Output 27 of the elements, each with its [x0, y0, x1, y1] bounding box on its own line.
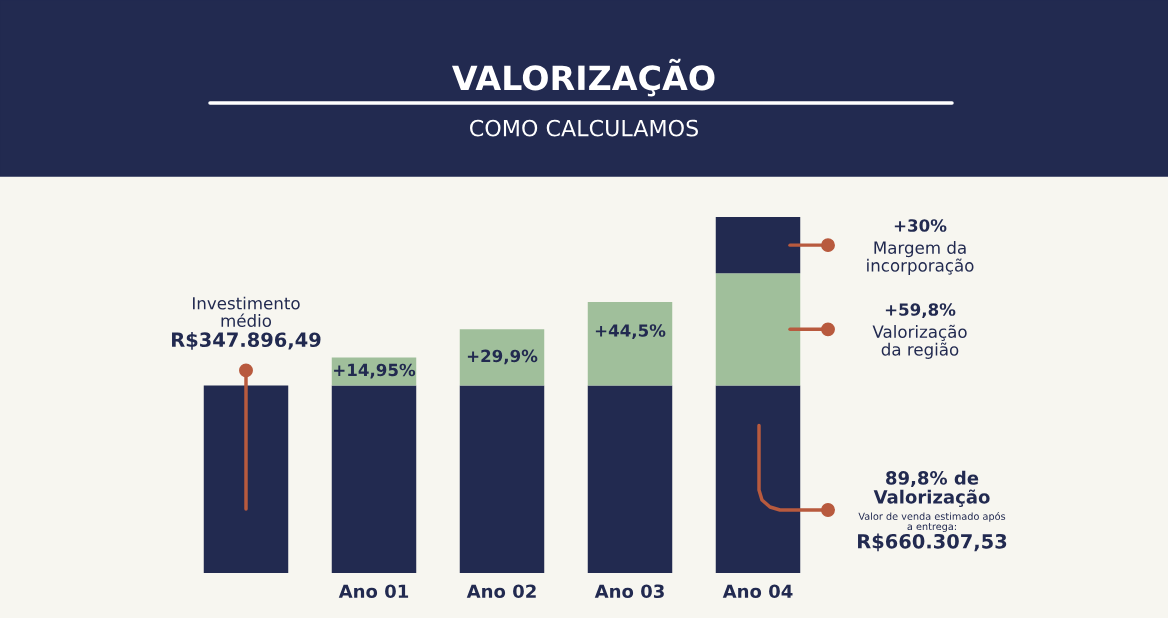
x-tick-label: Ano 04: [722, 584, 793, 599]
text: R$660.307,53: [858, 533, 1007, 552]
annotation: Investimento médio: [193, 296, 300, 327]
x-tick-label: Ano 03: [594, 584, 664, 599]
bar: [203, 385, 289, 573]
chart-subtitle: COMO CALCULAMOS: [470, 119, 698, 137]
text: +30%: [894, 219, 947, 232]
bar: [459, 385, 545, 573]
text: 89,8% de Valorização: [873, 470, 990, 507]
bar: [715, 273, 801, 386]
text: +59,8%: [885, 303, 956, 318]
text: Valor de venda estimado após a entrega:: [858, 512, 1006, 532]
text: Valorização da região: [872, 324, 967, 359]
bar: [587, 385, 673, 573]
data-label: +14,95%: [334, 363, 416, 379]
bar: [715, 385, 801, 573]
x-tick-label: Ano 01: [338, 584, 409, 599]
x-tick-label: Ano 02: [466, 584, 536, 599]
data-label: +29,9%: [467, 349, 538, 365]
bar: [459, 329, 545, 386]
bar: [715, 217, 801, 274]
text: Margem da incorporação: [867, 241, 974, 275]
annotation: R$347.896,49: [172, 332, 321, 350]
chart-title: VALORIZAÇÃO: [451, 58, 715, 97]
bar: [331, 385, 417, 573]
data-label: +44,5%: [595, 324, 666, 339]
bar: [587, 301, 673, 386]
